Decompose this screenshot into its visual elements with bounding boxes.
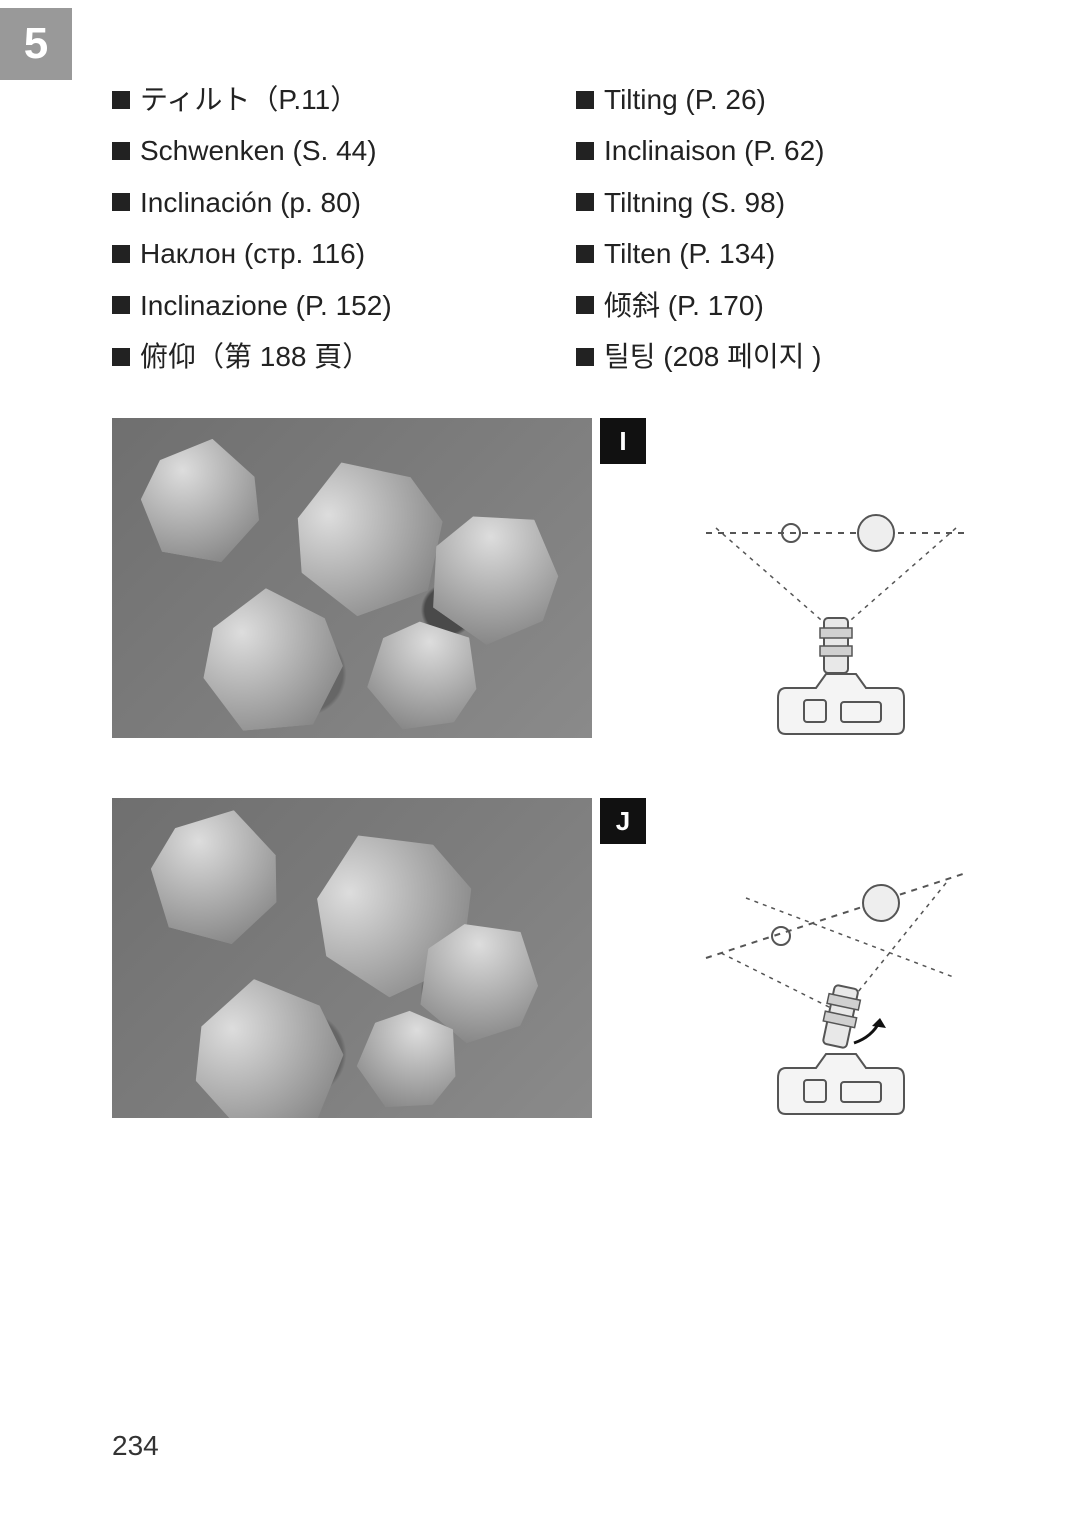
ref-item: Inclinazione (P. 152) [112, 284, 536, 327]
ref-item: Inclinaison (P. 62) [576, 129, 1000, 172]
ref-text: Inclinación (p. 80) [140, 181, 361, 224]
bullet-icon [576, 296, 594, 314]
figure-row: I [112, 418, 1000, 748]
ref-text: 倾斜 (P. 170) [604, 284, 764, 327]
bullet-icon [576, 193, 594, 211]
bullet-icon [112, 91, 130, 109]
ref-item: Tilten (P. 134) [576, 232, 1000, 275]
example-photo [112, 798, 592, 1118]
bullet-icon [576, 91, 594, 109]
ref-item: Tilting (P. 26) [576, 78, 1000, 121]
ref-text: Наклон (стр. 116) [140, 232, 365, 275]
tilt-diagram [686, 868, 986, 1128]
bullet-icon [112, 296, 130, 314]
ref-text: Schwenken (S. 44) [140, 129, 377, 172]
ref-text: Tilten (P. 134) [604, 232, 775, 275]
reference-list: ティルト（P.11） Tilting (P. 26) Schwenken (S.… [112, 78, 1000, 378]
ref-item: Inclinación (p. 80) [112, 181, 536, 224]
figure-label-text: I [619, 426, 626, 457]
figure-label: J [600, 798, 646, 844]
ref-item: Tiltning (S. 98) [576, 181, 1000, 224]
diagram-svg [686, 868, 986, 1128]
ref-text: Inclinazione (P. 152) [140, 284, 392, 327]
ref-text: 俯仰（第 188 頁） [140, 335, 370, 378]
page-number: 234 [112, 1430, 159, 1462]
tilt-diagram [686, 488, 986, 748]
figure-label: I [600, 418, 646, 464]
ref-item: Наклон (стр. 116) [112, 232, 536, 275]
ref-item: 倾斜 (P. 170) [576, 284, 1000, 327]
ref-item: 틸팅 (208 페이지 ) [576, 335, 1000, 378]
bullet-icon [112, 245, 130, 263]
ref-item: ティルト（P.11） [112, 78, 536, 121]
ref-text: Tiltning (S. 98) [604, 181, 785, 224]
ref-item: 俯仰（第 188 頁） [112, 335, 536, 378]
ref-text: ティルト（P.11） [140, 78, 358, 121]
section-tab: 5 [0, 8, 72, 80]
bullet-icon [112, 193, 130, 211]
bullet-icon [576, 348, 594, 366]
bullet-icon [112, 142, 130, 160]
bullet-icon [576, 245, 594, 263]
ref-item: Schwenken (S. 44) [112, 129, 536, 172]
page-number-text: 234 [112, 1430, 159, 1461]
ref-text: Tilting (P. 26) [604, 78, 766, 121]
ref-text: Inclinaison (P. 62) [604, 129, 825, 172]
example-photo [112, 418, 592, 738]
ref-text: 틸팅 (208 페이지 ) [604, 335, 822, 378]
page-content: ティルト（P.11） Tilting (P. 26) Schwenken (S.… [112, 78, 1000, 1178]
bullet-icon [112, 348, 130, 366]
figure-row: J [112, 798, 1000, 1128]
section-number: 5 [24, 19, 48, 69]
diagram-svg [686, 488, 986, 748]
bullet-icon [576, 142, 594, 160]
figure-area: I [112, 418, 1000, 1128]
figure-label-text: J [616, 806, 630, 837]
